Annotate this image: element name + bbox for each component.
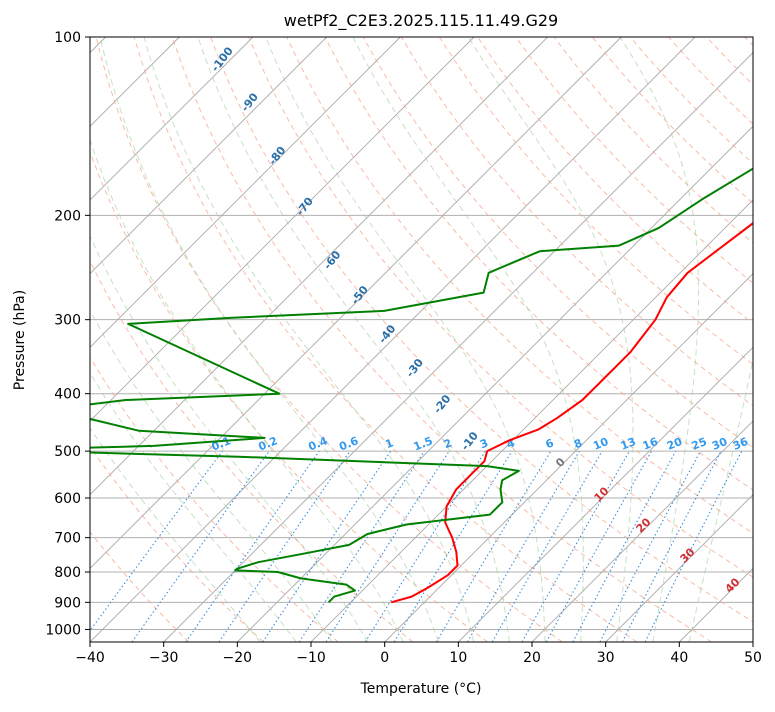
moist-adiabat xyxy=(63,37,403,642)
y-tick-label: 100 xyxy=(54,30,81,46)
x-tick-label: −40 xyxy=(75,650,105,666)
x-tick-label: 30 xyxy=(597,650,615,666)
x-tick-label: 10 xyxy=(449,650,467,666)
isotherm xyxy=(532,37,775,642)
moist-adiabat-label: 30 xyxy=(678,545,698,565)
dry-adiabat-label: -30 xyxy=(404,356,427,380)
isotherm xyxy=(0,37,548,642)
dry-adiabat xyxy=(516,37,775,642)
dry-adiabat xyxy=(554,37,775,642)
mixing-ratio-label: 10 xyxy=(591,435,610,453)
mixing-ratio-line xyxy=(299,451,424,642)
mixing-ratio-line xyxy=(600,451,701,642)
dry-adiabat xyxy=(58,37,488,642)
mixing-ratio-label: 36 xyxy=(731,435,750,453)
moist-adiabat xyxy=(468,37,633,642)
mixing-ratio-line xyxy=(82,451,223,642)
mixing-ratio-line xyxy=(263,451,391,642)
mixing-ratio-label: 30 xyxy=(710,435,729,453)
isotherm xyxy=(0,37,400,642)
isotherm xyxy=(164,37,769,642)
y-tick-label: 900 xyxy=(54,595,81,611)
moist-adiabat xyxy=(689,37,775,642)
isotherm xyxy=(0,37,474,642)
mixing-ratio-label: 16 xyxy=(641,435,660,453)
isotherm xyxy=(458,37,775,642)
y-tick-label: 200 xyxy=(54,208,81,224)
dry-adiabat-label: -100 xyxy=(209,44,236,74)
dry-adiabat xyxy=(745,37,775,642)
dry-adiabat-label: -50 xyxy=(349,283,372,307)
mixing-ratio-label: 1 xyxy=(383,436,395,451)
y-axis-label: Pressure (hPa) xyxy=(12,290,28,390)
x-tick-label: 50 xyxy=(744,650,762,666)
isotherm xyxy=(385,37,775,642)
moist-adiabat-label: 40 xyxy=(723,575,743,595)
mixing-ratio-line xyxy=(546,451,651,642)
dry-adiabat xyxy=(0,37,338,642)
mixing-ratio-line xyxy=(573,451,676,642)
mixing-ratio-line xyxy=(436,451,551,642)
mixing-ratio-label: 25 xyxy=(690,435,709,453)
y-tick-label: 500 xyxy=(54,444,81,460)
mixing-ratio-line xyxy=(365,451,485,642)
x-tick-label: −30 xyxy=(149,650,179,666)
dry-adiabat-label: -10 xyxy=(459,429,482,453)
mixing-ratio-label: 2 xyxy=(442,436,454,451)
mixing-ratio-label: 6 xyxy=(544,436,556,451)
x-axis-label: Temperature (°C) xyxy=(360,681,482,697)
dry-adiabat xyxy=(707,37,775,642)
chart-title: wetPf2_C2E3.2025.115.11.49.G29 xyxy=(284,11,558,31)
dry-adiabat-label: -80 xyxy=(266,144,289,168)
x-tick-label: −10 xyxy=(296,650,326,666)
mixing-ratio-label: 13 xyxy=(619,435,638,453)
x-tick-label: 20 xyxy=(523,650,541,666)
y-tick-label: 1000 xyxy=(45,622,81,638)
moist-adiabat xyxy=(4,37,332,642)
mixing-ratio-line xyxy=(522,451,629,642)
dry-adiabat-label: -20 xyxy=(431,392,454,416)
y-tick-label: 600 xyxy=(54,491,81,507)
moist-adiabat xyxy=(0,37,260,642)
x-tick-label: 40 xyxy=(670,650,688,666)
y-tick-label: 400 xyxy=(54,387,81,403)
mixing-ratio-label: 20 xyxy=(665,435,684,453)
moist-adiabat-label: 0 xyxy=(553,455,568,470)
y-tick-label: 700 xyxy=(54,531,81,547)
dry-adiabat xyxy=(20,37,413,642)
dry-adiabat xyxy=(0,37,264,642)
moist-adiabat-label: 20 xyxy=(634,515,654,535)
x-tick-label: −20 xyxy=(223,650,253,666)
y-tick-label: 300 xyxy=(54,313,81,329)
y-tick-label: 800 xyxy=(54,565,81,581)
x-tick-label: 0 xyxy=(380,650,389,666)
dry-adiabat-label: -90 xyxy=(239,90,262,114)
dry-adiabat-label: -40 xyxy=(376,322,399,346)
isotherm xyxy=(90,37,695,642)
isotherm xyxy=(753,37,775,642)
mixing-ratio-label: 3 xyxy=(478,436,490,451)
